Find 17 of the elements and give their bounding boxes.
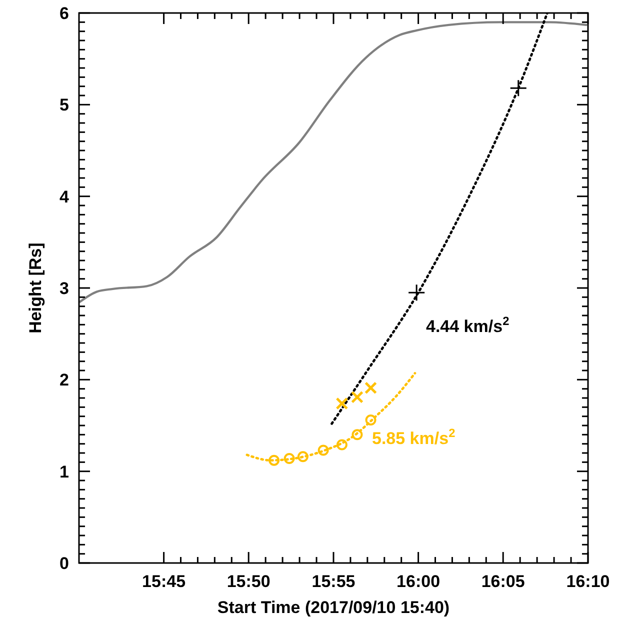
y-tick-label: 5 (60, 96, 69, 115)
y-tick-label: 3 (60, 279, 69, 298)
y-tick-label: 4 (60, 187, 70, 206)
x-axis-title: Start Time (2017/09/10 15:40) (217, 598, 450, 617)
x-tick-label: 15:55 (312, 572, 356, 591)
y-tick-label: 2 (60, 370, 69, 390)
x-tick-label: 15:45 (142, 572, 186, 591)
y-axis-title: Height [Rs] (26, 242, 45, 334)
x-tick-label: 16:05 (481, 572, 525, 591)
x-tick-label: 16:10 (566, 572, 610, 591)
x-tick-label: 15:50 (226, 572, 270, 591)
x-tick-label: 16:00 (396, 572, 440, 591)
annotation: 4.44 km/s$^{2}$ (426, 314, 510, 336)
y-tick-label: 0 (60, 554, 69, 573)
y-tick-label: 6 (60, 4, 69, 23)
annotation: 5.85 km/s$^{2}$ (372, 426, 456, 448)
y-tick-label: 1 (60, 462, 69, 482)
